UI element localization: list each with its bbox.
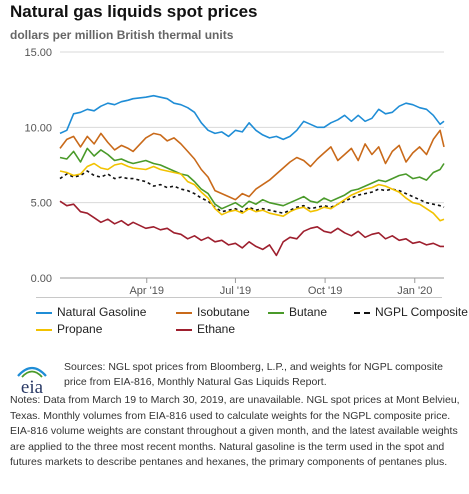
legend-item-propane: Propane bbox=[36, 321, 102, 337]
x-tick-label: Jan '20 bbox=[397, 285, 432, 297]
x-tick-label: Jul '19 bbox=[220, 285, 251, 297]
legend-label: Isobutane bbox=[197, 305, 250, 319]
legend-swatch bbox=[176, 328, 192, 331]
legend-item-isobutane: Isobutane bbox=[176, 304, 250, 320]
legend-swatch bbox=[354, 311, 370, 314]
series-line-ngpl-composite bbox=[59, 170, 445, 214]
footnotes: Notes: Data from March 19 to March 30, 2… bbox=[10, 394, 460, 468]
y-tick-label: 15.00 bbox=[24, 47, 52, 59]
legend-item-ngpl-composite: NGPL Composite bbox=[354, 304, 468, 320]
series-line-propane bbox=[59, 162, 445, 222]
y-tick-label: 10.00 bbox=[24, 122, 52, 134]
sources-note: Sources: NGL spot prices from Bloomberg,… bbox=[64, 361, 443, 388]
legend-swatch bbox=[268, 311, 284, 314]
legend-label: Propane bbox=[57, 322, 103, 336]
series-lines bbox=[59, 94, 445, 257]
legend-swatch bbox=[36, 311, 52, 314]
series-line-isobutane bbox=[59, 129, 445, 201]
eia-logo: eia bbox=[17, 366, 47, 398]
chart-plot: 0.00 5.00 10.00 15.00 Apr '19 Jul '19 Oct '19 J… bbox=[24, 47, 445, 297]
legend-swatch bbox=[176, 311, 192, 314]
legend-item-ethane: Ethane bbox=[176, 321, 235, 337]
chart-title: Natural gas liquids spot prices bbox=[10, 2, 258, 21]
legend-label: Natural Gasoline bbox=[57, 305, 147, 319]
y-tick-label: 5.00 bbox=[31, 198, 52, 210]
chart-subtitle: dollars per million British thermal unit… bbox=[10, 28, 234, 42]
series-line-butane bbox=[59, 147, 445, 210]
y-tick-label: 0.00 bbox=[31, 273, 52, 285]
series-line-natural-gasoline bbox=[59, 94, 445, 141]
legend-label: Ethane bbox=[197, 322, 236, 336]
legend: Natural Gasoline Isobutane Butane NGPL Comp… bbox=[36, 304, 468, 340]
axes: 0.00 5.00 10.00 15.00 Apr '19 Jul '19 Oct '19 J… bbox=[24, 47, 432, 297]
legend-item-butane: Butane bbox=[268, 304, 327, 320]
x-tick-label: Oct '19 bbox=[308, 285, 343, 297]
legend-label: NGPL Composite bbox=[375, 305, 468, 319]
series-line-ethane bbox=[59, 200, 444, 257]
eia-logo-text: eia bbox=[21, 377, 44, 398]
legend-label: Butane bbox=[289, 305, 328, 319]
legend-item-natural-gasoline: Natural Gasoline bbox=[36, 304, 146, 320]
gridlines bbox=[60, 51, 444, 279]
x-tick-label: Apr '19 bbox=[129, 285, 164, 297]
legend-divider bbox=[36, 297, 442, 298]
legend-swatch bbox=[36, 328, 52, 331]
